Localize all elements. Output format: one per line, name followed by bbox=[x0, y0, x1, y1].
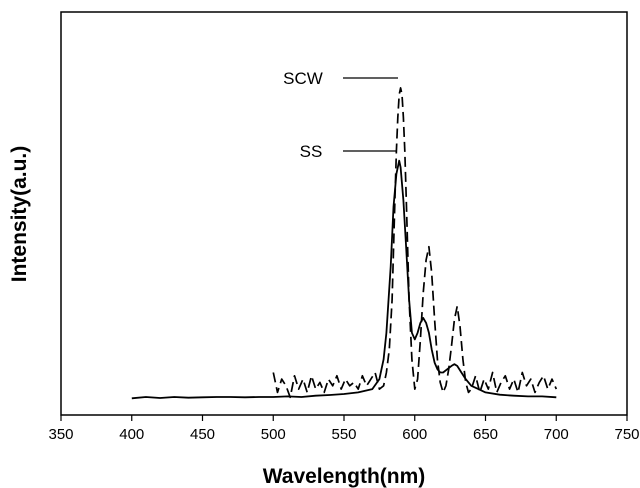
x-tick-label: 550 bbox=[331, 426, 356, 443]
x-tick-label: 600 bbox=[402, 426, 427, 443]
legend-label-ss: SS bbox=[300, 142, 323, 161]
series-line-ss bbox=[131, 159, 557, 400]
legend-label-scw: SCW bbox=[283, 69, 323, 88]
x-tick-label: 400 bbox=[119, 426, 144, 443]
x-tick-label: 450 bbox=[190, 426, 215, 443]
y-axis-title: Intensity(a.u.) bbox=[8, 146, 31, 283]
x-tick-label: 350 bbox=[48, 426, 73, 443]
x-tick-label: 500 bbox=[261, 426, 286, 443]
series-line-scw bbox=[272, 87, 558, 399]
x-tick-label: 700 bbox=[544, 426, 569, 443]
x-axis-ticks: 350 400 450 500 550 600 650 700 750 bbox=[48, 415, 640, 443]
plot-series bbox=[131, 87, 558, 400]
plot-frame bbox=[60, 11, 628, 416]
x-tick-label: 750 bbox=[614, 426, 639, 443]
x-axis-title: Wavelength(nm) bbox=[263, 465, 426, 488]
legend: SCW SS bbox=[283, 69, 398, 161]
x-tick-label: 650 bbox=[473, 426, 498, 443]
